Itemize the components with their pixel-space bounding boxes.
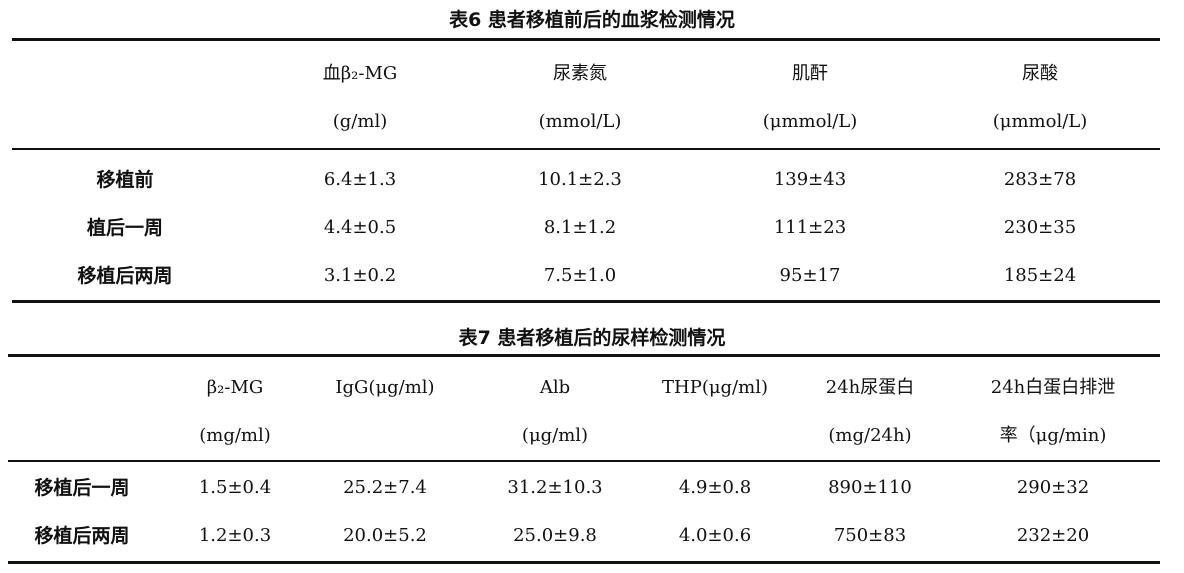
table7-row-label: 移植后两周 [34, 525, 130, 547]
table7-cell: 4.0±0.6 [678, 525, 752, 546]
table6-cell: 10.1±2.3 [538, 169, 622, 190]
table7-header-rule [8, 460, 1160, 462]
table6-cell: 3.1±0.2 [323, 265, 397, 286]
table6-header-bun: 尿素氮 [553, 63, 607, 84]
table7-cell: 750±83 [833, 525, 907, 546]
table6-header-rule [12, 148, 1160, 150]
table6-cell: 230±35 [1003, 217, 1077, 238]
table6-unit-bun: (mmol/L) [538, 111, 622, 132]
table7-unit-24h-protein: (mg/24h) [828, 425, 912, 446]
table7-unit-b2mg: (mg/ml) [199, 425, 271, 446]
table7-cell: 31.2±10.3 [507, 477, 603, 498]
table6-header-b2mg: 血β₂-MG [322, 63, 398, 84]
table6-row-label: 植后一周 [86, 217, 163, 239]
table6-cell: 4.4±0.5 [323, 217, 397, 238]
table7-cell: 25.0±9.8 [513, 525, 597, 546]
table7-cell: 4.9±0.8 [678, 477, 752, 498]
table7-header-igg: IgG(μg/ml) [335, 377, 435, 398]
table7-cell: 25.2±7.4 [343, 477, 427, 498]
table6-header-uric-acid: 尿酸 [1022, 63, 1058, 84]
table7-header-alb: Alb [539, 377, 571, 398]
table6-header-creatinine: 肌酐 [792, 63, 828, 84]
table6-bottom-rule [12, 300, 1160, 303]
table7-header-24h-protein: 24h尿蛋白 [825, 377, 915, 398]
table7-cell: 232±20 [1016, 525, 1090, 546]
table7-cell: 20.0±5.2 [343, 525, 427, 546]
table6-unit-b2mg: (g/ml) [332, 111, 388, 132]
table7-bottom-rule [8, 561, 1160, 564]
table6-cell: 185±24 [1003, 265, 1077, 286]
table7-cell: 290±32 [1016, 477, 1090, 498]
table6-unit-uric-acid: (μmmol/L) [992, 111, 1088, 132]
table6-unit-creatinine: (μmmol/L) [762, 111, 858, 132]
table7-header-thp: THP(μg/ml) [662, 377, 768, 398]
table6-row-label: 移植后两周 [77, 265, 173, 287]
table6-cell: 8.1±1.2 [543, 217, 617, 238]
table7-header-b2mg: β₂-MG [206, 377, 264, 398]
table6-row-label: 移植前 [96, 169, 154, 191]
table7-unit-alb: (μg/ml) [521, 425, 589, 446]
table7-row-label: 移植后一周 [34, 477, 130, 499]
table7-header-24h-albumin: 24h白蛋白排泄 [990, 377, 1116, 398]
table6-cell: 6.4±1.3 [323, 169, 397, 190]
table7-cell: 890±110 [828, 477, 912, 498]
table6-top-rule [12, 38, 1160, 41]
table6-cell: 283±78 [1003, 169, 1077, 190]
table7-cell: 1.5±0.4 [198, 477, 272, 498]
table7-unit-24h-albumin: 率（μg/min) [999, 425, 1107, 446]
table6-cell: 95±17 [779, 265, 841, 286]
table6-cell: 139±43 [773, 169, 847, 190]
table6-cell: 111±23 [773, 217, 847, 238]
table7-title: 表7 患者移植后的尿样检测情况 [458, 327, 726, 349]
table6-cell: 7.5±1.0 [543, 265, 617, 286]
table6-title: 表6 患者移植前后的血浆检测情况 [449, 9, 735, 31]
table7-top-rule [8, 354, 1160, 357]
table7-cell: 1.2±0.3 [198, 525, 272, 546]
